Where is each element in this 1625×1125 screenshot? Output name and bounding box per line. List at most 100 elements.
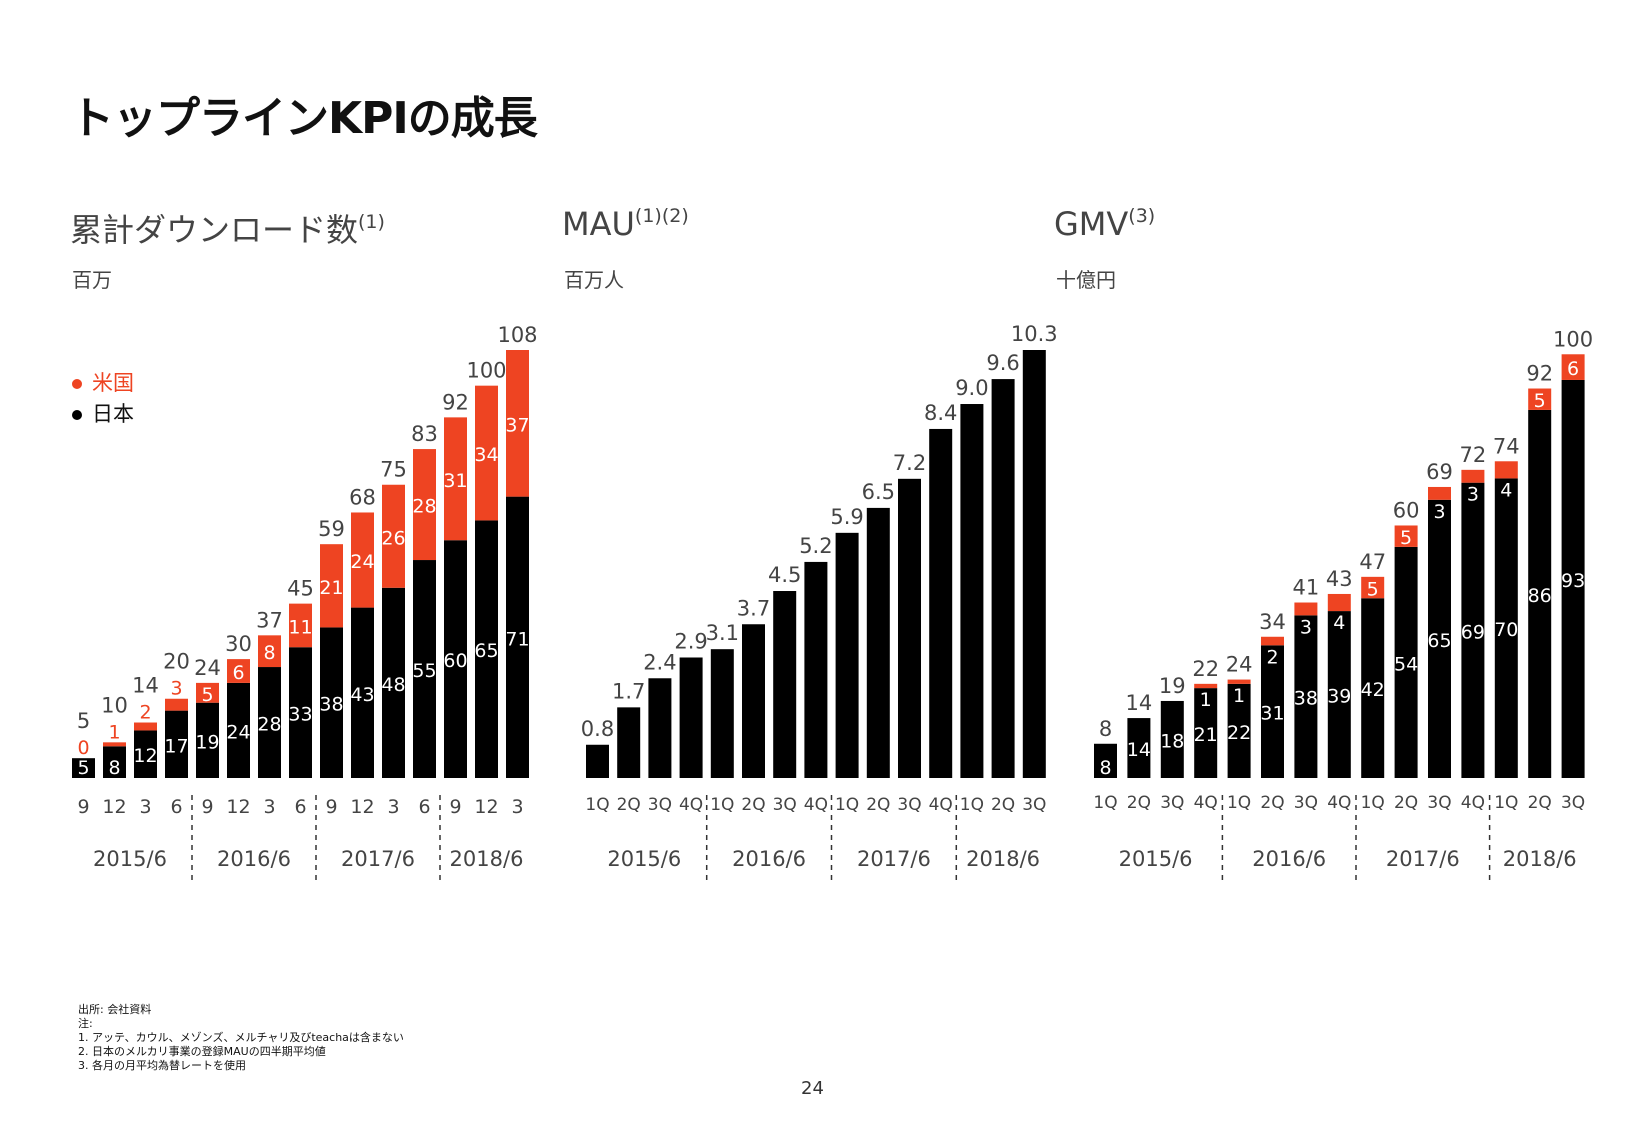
gmv-value-japan: 42: [1361, 679, 1385, 701]
downloads-total-label: 108: [497, 323, 537, 347]
gmv-chart-title-note: (3): [1128, 205, 1156, 227]
mau-bar: [866, 507, 890, 778]
mau-bar: [586, 744, 609, 778]
downloads-tick-label: 9: [449, 796, 461, 818]
downloads-bar-us: [258, 635, 281, 668]
legend-us-label: 米国: [92, 371, 134, 395]
downloads-total-label: 92: [442, 390, 469, 414]
page-number: 24: [801, 1078, 824, 1099]
footnote-line: 1. アッテ、カウル、メゾンズ、メルチャリ及びteachaは含まない: [78, 1031, 404, 1044]
gmv-bar-japan: [1327, 611, 1351, 778]
gmv-tick-label: 2Q: [1528, 793, 1552, 813]
gmv-value-us: 5: [1400, 527, 1412, 549]
downloads-value-us: 28: [412, 496, 436, 518]
gmv-value-us: 3: [1433, 501, 1445, 523]
downloads-group-label: 2016/6: [217, 847, 291, 871]
gmv-bar-us: [1461, 469, 1485, 483]
downloads-value-japan: 17: [164, 735, 188, 757]
gmv-bar-japan: [1194, 688, 1218, 778]
downloads-value-japan: 38: [319, 694, 343, 716]
gmv-value-japan: 39: [1327, 686, 1351, 708]
downloads-value-japan: 12: [133, 745, 157, 767]
gmv-bar-us: [1194, 683, 1218, 689]
legend-japan-dot: [72, 410, 82, 420]
downloads-value-japan: 28: [257, 714, 281, 736]
gmv-value-japan: 54: [1394, 653, 1418, 675]
downloads-total-label: 100: [466, 359, 506, 383]
downloads-value-japan: 19: [195, 731, 219, 753]
mau-value-label: 2.4: [643, 650, 676, 674]
gmv-bar-japan: [1127, 718, 1151, 778]
gmv-bar-japan: [1094, 743, 1117, 778]
downloads-bar-japan: [413, 560, 436, 778]
gmv-value-japan: 38: [1294, 688, 1318, 710]
gmv-total-label: 22: [1192, 657, 1219, 681]
mau-tick-label: 1Q: [585, 795, 609, 815]
gmv-chart-title: GMV(3): [1054, 205, 1155, 243]
legend-item-us: 米国: [72, 367, 134, 397]
downloads-bar-japan: [351, 607, 374, 778]
downloads-bar-japan: [165, 710, 188, 778]
downloads-bar-japan: [475, 520, 498, 778]
downloads-value-japan: 24: [226, 721, 250, 743]
gmv-bar-japan: [1394, 546, 1418, 778]
downloads-total-label: 10: [101, 693, 128, 717]
gmv-total-label: 60: [1393, 498, 1420, 522]
page-title: トップラインKPIの成長: [70, 93, 538, 144]
gmv-bar-japan: [1461, 482, 1485, 778]
gmv-bar-japan: [1227, 683, 1251, 778]
mau-bar: [773, 591, 797, 778]
downloads-total-label: 5: [77, 709, 90, 733]
legend-item-japan: 日本: [72, 398, 134, 428]
gmv-tick-label: 3Q: [1160, 793, 1184, 813]
downloads-bar-us: [165, 698, 188, 711]
downloads-bar-us: [413, 449, 436, 561]
downloads-chart-title-note: (1): [358, 211, 385, 233]
downloads-value-japan: 55: [412, 660, 436, 682]
gmv-total-label: 69: [1426, 460, 1453, 484]
mau-value-label: 8.4: [924, 401, 957, 425]
downloads-value-us: 6: [232, 662, 244, 684]
gmv-bar-japan: [1528, 409, 1552, 778]
downloads-value-us: 34: [474, 444, 498, 466]
downloads-bar-us: [320, 544, 343, 628]
gmv-bar-us: [1394, 525, 1418, 547]
mau-tick-label: 2Q: [741, 795, 765, 815]
downloads-bar-us: [134, 722, 157, 731]
mau-tick-label: 3Q: [897, 795, 921, 815]
downloads-total-label: 20: [163, 650, 190, 674]
gmv-bar-us: [1327, 593, 1351, 612]
downloads-chart-unit: 百万: [72, 268, 112, 292]
downloads-value-japan: 5: [77, 757, 89, 779]
gmv-tick-label: 1Q: [1093, 793, 1117, 813]
mau-tick-label: 1Q: [835, 795, 859, 815]
downloads-value-us: 21: [319, 577, 343, 599]
downloads-value-us: 26: [381, 527, 405, 549]
mau-tick-label: 1Q: [960, 795, 984, 815]
downloads-chart-title-text: 累計ダウンロード数: [70, 211, 359, 249]
mau-tick-label: 2Q: [617, 795, 641, 815]
gmv-bar-japan: [1428, 499, 1451, 778]
mau-bar: [617, 707, 641, 778]
mau-value-label: 3.1: [706, 621, 739, 645]
mau-value-label: 0.8: [581, 717, 614, 741]
mau-bar: [804, 561, 828, 778]
mau-group-label: 2016/6: [732, 847, 806, 871]
downloads-total-label: 37: [256, 608, 283, 632]
mau-value-label: 10.3: [1011, 322, 1058, 346]
gmv-total-label: 34: [1259, 610, 1286, 634]
gmv-chart-unit: 十億円: [1056, 268, 1116, 292]
mau-value-label: 5.2: [799, 534, 832, 558]
mau-value-label: 9.6: [986, 351, 1019, 375]
mau-bar: [929, 428, 953, 778]
downloads-bar-japan: [506, 496, 529, 778]
gmv-bar-japan: [1160, 700, 1184, 778]
downloads-bar-japan: [382, 587, 405, 778]
downloads-group-label: 2017/6: [341, 847, 415, 871]
gmv-value-japan: 69: [1461, 621, 1485, 643]
mau-tick-label: 2Q: [866, 795, 890, 815]
mau-bar: [710, 649, 734, 778]
footnotes: 出所: 会社資料 注: 1. アッテ、カウル、メゾンズ、メルチャリ及びteach…: [78, 1003, 404, 1073]
downloads-bar-japan: [72, 758, 95, 778]
